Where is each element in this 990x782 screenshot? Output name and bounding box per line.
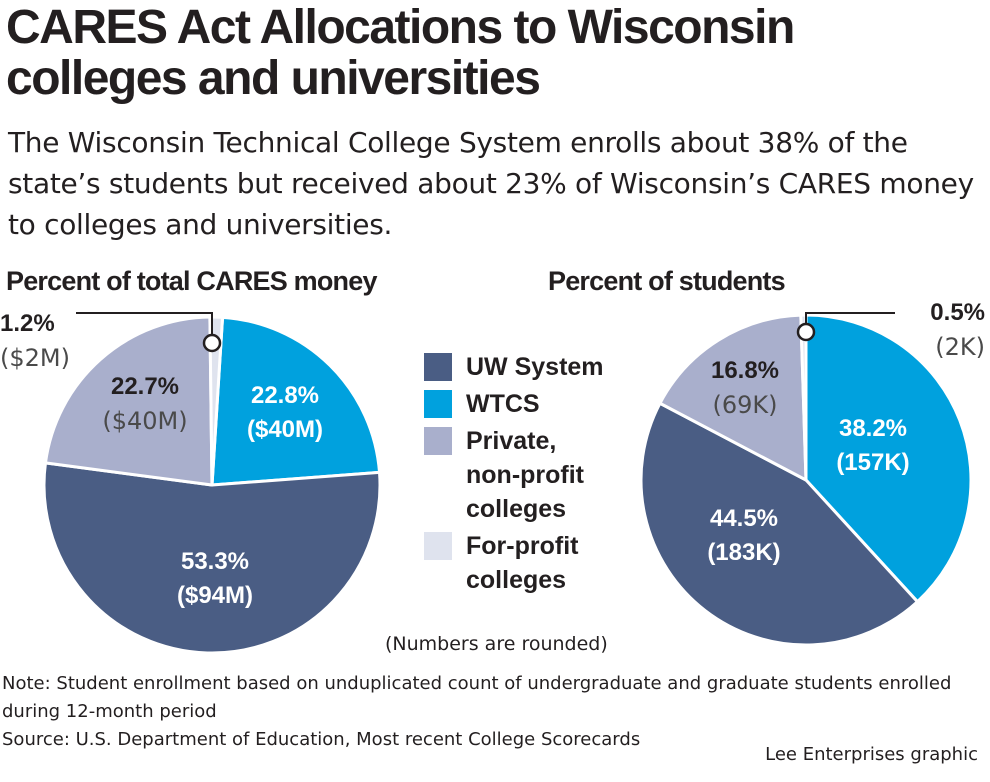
pie-slice-wtcs: [804, 313, 973, 604]
legend-label: For-profit colleges: [466, 532, 579, 594]
rounded-note: (Numbers are rounded): [385, 633, 608, 655]
pie-slice-uw: [639, 401, 919, 647]
credit-line: Lee Enterprises graphic: [765, 744, 978, 765]
students-pie: [639, 313, 973, 647]
legend: UW System WTCS Private, non-profit colle…: [424, 350, 624, 600]
data-label-pct: 22.8%: [250, 382, 320, 409]
money-private-label: 22.7% ($40M): [80, 370, 210, 439]
pie-slice-private: [658, 313, 808, 482]
legend-swatch: [424, 532, 452, 560]
data-label-amount: ($40M): [246, 416, 324, 443]
data-label-pct: 16.8%: [710, 357, 780, 384]
pie-slice-private: [43, 315, 214, 487]
legend-item-forprofit: For-profit colleges: [424, 529, 624, 597]
students-chart-title: Percent of students: [548, 266, 786, 296]
legend-label: Private, non-profit colleges: [466, 427, 585, 523]
pie-slice-uw: [42, 461, 382, 655]
money-forprofit-label: 1.2% ($2M): [0, 307, 80, 376]
data-label-amount: (2K): [935, 333, 985, 361]
callout-line: [805, 312, 895, 325]
money-uw-label: 53.3% ($94M): [150, 545, 280, 613]
students-wtcs-label: 38.2% (157K): [813, 412, 933, 480]
legend-label: UW System: [466, 353, 604, 381]
data-label-amount: (69K): [712, 391, 778, 419]
legend-item-uw: UW System: [424, 350, 624, 384]
source-line: Source: U.S. Department of Education, Mo…: [2, 729, 641, 750]
money-wtcs-label: 22.8% ($40M): [225, 379, 345, 447]
callout-marker: [796, 322, 816, 342]
data-label-amount: ($94M): [176, 582, 254, 609]
legend-swatch: [424, 353, 452, 381]
cares-money-pie: [42, 315, 382, 655]
callout-marker: [202, 333, 222, 353]
pie-slice-wtcs: [210, 315, 382, 487]
students-forprofit-label: 0.5% (2K): [890, 296, 985, 365]
data-label-amount: ($40M): [102, 407, 188, 435]
data-label-pct: 22.7%: [110, 373, 180, 400]
legend-swatch: [424, 427, 452, 455]
enrollment-note: Note: Student enrollment based on undupl…: [2, 673, 952, 722]
data-label-pct: 1.2%: [0, 310, 55, 337]
chart-title: CARES Act Allocations to Wisconsin colle…: [6, 1, 795, 105]
legend-swatch: [424, 390, 452, 418]
callout-line: [76, 312, 213, 336]
data-label-pct: 53.3%: [180, 548, 250, 575]
legend-label: WTCS: [466, 390, 540, 418]
students-forprofit-callout: [796, 312, 895, 342]
pie-slice-forprofit: [208, 315, 225, 487]
chart-subtitle: The Wisconsin Technical College System e…: [8, 126, 974, 241]
legend-item-private: Private, non-profit colleges: [424, 424, 624, 526]
data-label-amount: ($2M): [0, 344, 70, 372]
data-label-amount: (157K): [836, 449, 910, 476]
cares-money-chart-title: Percent of total CARES money: [6, 266, 377, 296]
cares-money-forprofit-callout: [76, 312, 222, 353]
students-uw-label: 44.5% (183K): [684, 502, 804, 570]
data-label-pct: 38.2%: [838, 415, 908, 442]
data-label-pct: 0.5%: [930, 299, 985, 326]
legend-item-wtcs: WTCS: [424, 387, 624, 421]
data-label-amount: (183K): [707, 539, 781, 566]
footnote: Note: Student enrollment based on undupl…: [2, 670, 987, 754]
data-label-pct: 44.5%: [709, 505, 779, 532]
students-private-label: 16.8% (69K): [690, 354, 800, 423]
